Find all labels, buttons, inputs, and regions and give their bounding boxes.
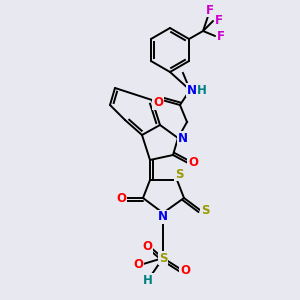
Text: O: O [180,263,190,277]
Text: O: O [188,157,198,169]
Text: F: F [206,4,214,16]
Text: H: H [197,83,207,97]
Text: N: N [178,131,188,145]
Text: H: H [143,274,153,286]
Text: O: O [153,97,163,110]
Text: S: S [175,167,183,181]
Text: N: N [158,211,168,224]
Text: N: N [187,83,197,97]
Text: O: O [133,259,143,272]
Text: F: F [215,14,223,28]
Text: F: F [217,29,225,43]
Text: O: O [142,241,152,254]
Text: S: S [201,203,209,217]
Text: O: O [116,191,126,205]
Text: S: S [159,251,167,265]
